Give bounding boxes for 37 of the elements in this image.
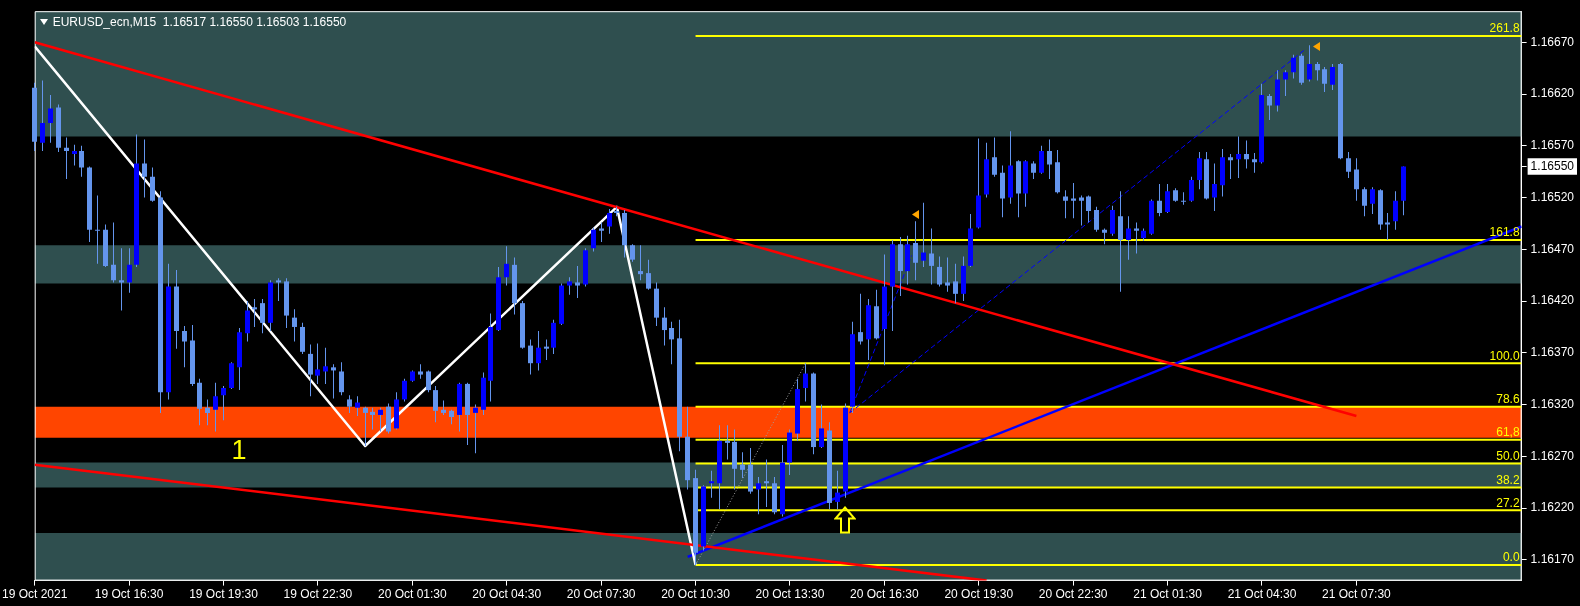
x-tick-label: 20 Oct 04:30: [472, 587, 542, 602]
x-tick-label: 20 Oct 07:30: [566, 587, 636, 602]
y-tick-label: 1.16420: [1530, 293, 1575, 308]
series-label: 61,8: [1496, 425, 1520, 440]
series-label: 0.0: [1502, 550, 1520, 565]
y-tick-label: 1.16220: [1530, 500, 1575, 515]
y-tick-label: 1.16270: [1530, 448, 1575, 463]
x-tick-label: 20 Oct 19:30: [944, 587, 1014, 602]
annotation: 1: [231, 435, 247, 466]
x-tick-label: 19 Oct 16:30: [94, 587, 164, 602]
y-tick-label: 1.16520: [1530, 189, 1575, 204]
y-tick-label: 1.16170: [1530, 552, 1575, 567]
y-tick-label: 1.16320: [1530, 396, 1575, 411]
series-label: 261.8: [1489, 21, 1520, 36]
series-label: 50.0: [1496, 448, 1520, 463]
x-tick-label: 21 Oct 01:30: [1133, 587, 1203, 602]
x-tick-label: 21 Oct 04:30: [1227, 587, 1297, 602]
series-label: 38.2: [1496, 472, 1520, 487]
x-tick-label: 20 Oct 16:30: [850, 587, 920, 602]
x-tick-label: 20 Oct 13:30: [755, 587, 825, 602]
y-tick-label: 1.16620: [1530, 86, 1575, 101]
x-tick-label: 19 Oct 19:30: [189, 587, 259, 602]
series-label: 100.0: [1489, 348, 1520, 363]
series-label: 27.2: [1496, 495, 1520, 510]
y-tick-label: 1.16670: [1530, 34, 1575, 49]
x-tick-label: 20 Oct 01:30: [377, 587, 447, 602]
x-tick-label: 19 Oct 2021: [1, 587, 68, 602]
x-tick-label: 20 Oct 22:30: [1038, 587, 1108, 602]
y-tick-label: 1.16550: [1530, 158, 1575, 173]
x-tick-label: 21 Oct 07:30: [1322, 587, 1392, 602]
y-tick-label: 1.16570: [1530, 138, 1575, 153]
x-tick-label: 19 Oct 22:30: [283, 587, 353, 602]
y-tick-label: 1.16470: [1530, 241, 1575, 256]
y-tick-label: 1.16370: [1530, 345, 1575, 360]
x-tick-label: 20 Oct 10:30: [661, 587, 731, 602]
series-label: 78.6: [1496, 391, 1520, 406]
chart-title: EURUSD_ecn,M15 1.16517 1.16550 1.16503 1.16550: [52, 14, 347, 29]
